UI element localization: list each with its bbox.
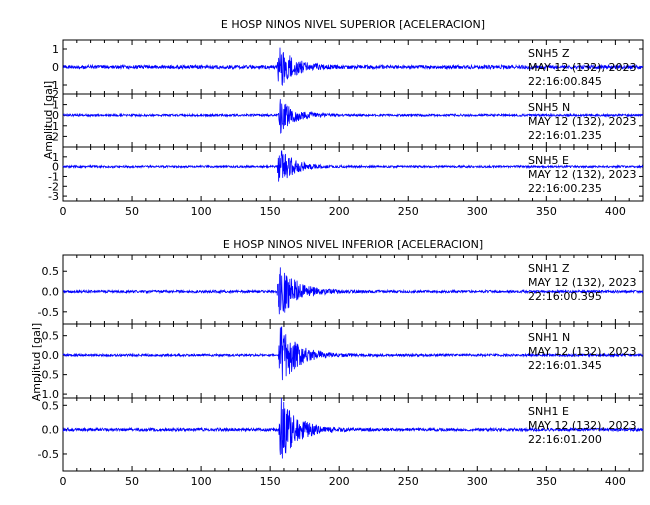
y-tick-label: 0.0 — [42, 349, 60, 362]
y-tick-label: -1.0 — [38, 388, 59, 401]
x-tick-label: 50 — [125, 205, 139, 218]
y-tick-label: -0.5 — [38, 306, 59, 319]
y-tick-label: 1 — [52, 43, 59, 56]
waveform-trace — [62, 99, 644, 134]
y-tick-label: -1 — [48, 120, 59, 133]
x-tick-label: 250 — [398, 475, 419, 488]
x-tick-label: 200 — [329, 205, 350, 218]
y-axis-label: Amplitud [gal] — [42, 81, 55, 159]
y-tick-label: 0 — [52, 61, 59, 74]
y-tick-label: -2 — [48, 130, 59, 143]
time-label: 22:16:00.395 — [528, 290, 602, 303]
upper-level-figure: E HOSP NINOS NIVEL SUPERIOR [ACELERACION… — [42, 18, 644, 218]
time-label: 22:16:01.345 — [528, 359, 602, 372]
x-tick-label: 200 — [329, 475, 350, 488]
x-tick-label: 400 — [605, 205, 626, 218]
time-label: 22:16:00.845 — [528, 75, 602, 88]
time-label: 22:16:00.235 — [528, 182, 602, 195]
date-label: MAY 12 (132), 2023 — [528, 276, 636, 289]
waveform-trace — [62, 267, 644, 315]
lower-level-figure: E HOSP NINOS NIVEL INFERIOR [ACELERACION… — [30, 238, 644, 488]
x-tick-label: 150 — [260, 205, 281, 218]
y-tick-label: 0.5 — [42, 399, 60, 412]
x-tick-label: 0 — [60, 205, 67, 218]
x-tick-label: 150 — [260, 475, 281, 488]
x-tick-label: 250 — [398, 205, 419, 218]
y-tick-label: 0.5 — [42, 265, 60, 278]
x-tick-label: 400 — [605, 475, 626, 488]
y-axis-label: Amplitud [gal] — [30, 323, 43, 401]
y-tick-label: -0.5 — [38, 369, 59, 382]
x-tick-label: 300 — [467, 205, 488, 218]
time-label: 22:16:01.200 — [528, 433, 602, 446]
y-tick-label: 0.0 — [42, 424, 60, 437]
y-tick-label: -0.5 — [38, 448, 59, 461]
station-label: SNH1 N — [528, 331, 570, 344]
station-label: SNH5 Z — [528, 47, 570, 60]
figure-title: E HOSP NINOS NIVEL INFERIOR [ACELERACION… — [223, 238, 483, 251]
x-tick-label: 100 — [191, 475, 212, 488]
waveform-trace — [62, 47, 644, 87]
date-label: MAY 12 (132), 2023 — [528, 115, 636, 128]
y-tick-label: 0.5 — [42, 330, 60, 343]
waveform-trace — [62, 150, 644, 182]
y-tick-label: -1 — [48, 79, 59, 92]
x-tick-label: 100 — [191, 205, 212, 218]
x-tick-label: 300 — [467, 475, 488, 488]
y-tick-label: 1 — [52, 151, 59, 164]
figure-title: E HOSP NINOS NIVEL SUPERIOR [ACELERACION… — [221, 18, 485, 31]
y-tick-label: -1 — [48, 170, 59, 183]
date-label: MAY 12 (132), 2023 — [528, 419, 636, 432]
y-tick-label: -3 — [48, 190, 59, 203]
date-label: MAY 12 (132), 2023 — [528, 168, 636, 181]
y-tick-label: -2 — [48, 180, 59, 193]
station-label: SNH5 E — [528, 154, 569, 167]
date-label: MAY 12 (132), 2023 — [528, 61, 636, 74]
waveform-trace — [62, 325, 644, 381]
x-tick-label: 350 — [536, 475, 557, 488]
y-tick-label: 0.0 — [42, 286, 60, 299]
x-tick-label: 50 — [125, 475, 139, 488]
x-tick-label: 0 — [60, 475, 67, 488]
x-tick-label: 350 — [536, 205, 557, 218]
y-tick-label: 1 — [52, 99, 59, 112]
date-label: MAY 12 (132), 2023 — [528, 345, 636, 358]
station-label: SNH1 Z — [528, 262, 570, 275]
station-label: SNH1 E — [528, 405, 569, 418]
y-tick-label: 0 — [52, 109, 59, 122]
waveform-trace — [62, 397, 644, 459]
station-label: SNH5 N — [528, 101, 570, 114]
time-label: 22:16:01.235 — [528, 129, 602, 142]
y-tick-label: 0 — [52, 161, 59, 174]
y-tick-label: 2 — [52, 88, 59, 101]
